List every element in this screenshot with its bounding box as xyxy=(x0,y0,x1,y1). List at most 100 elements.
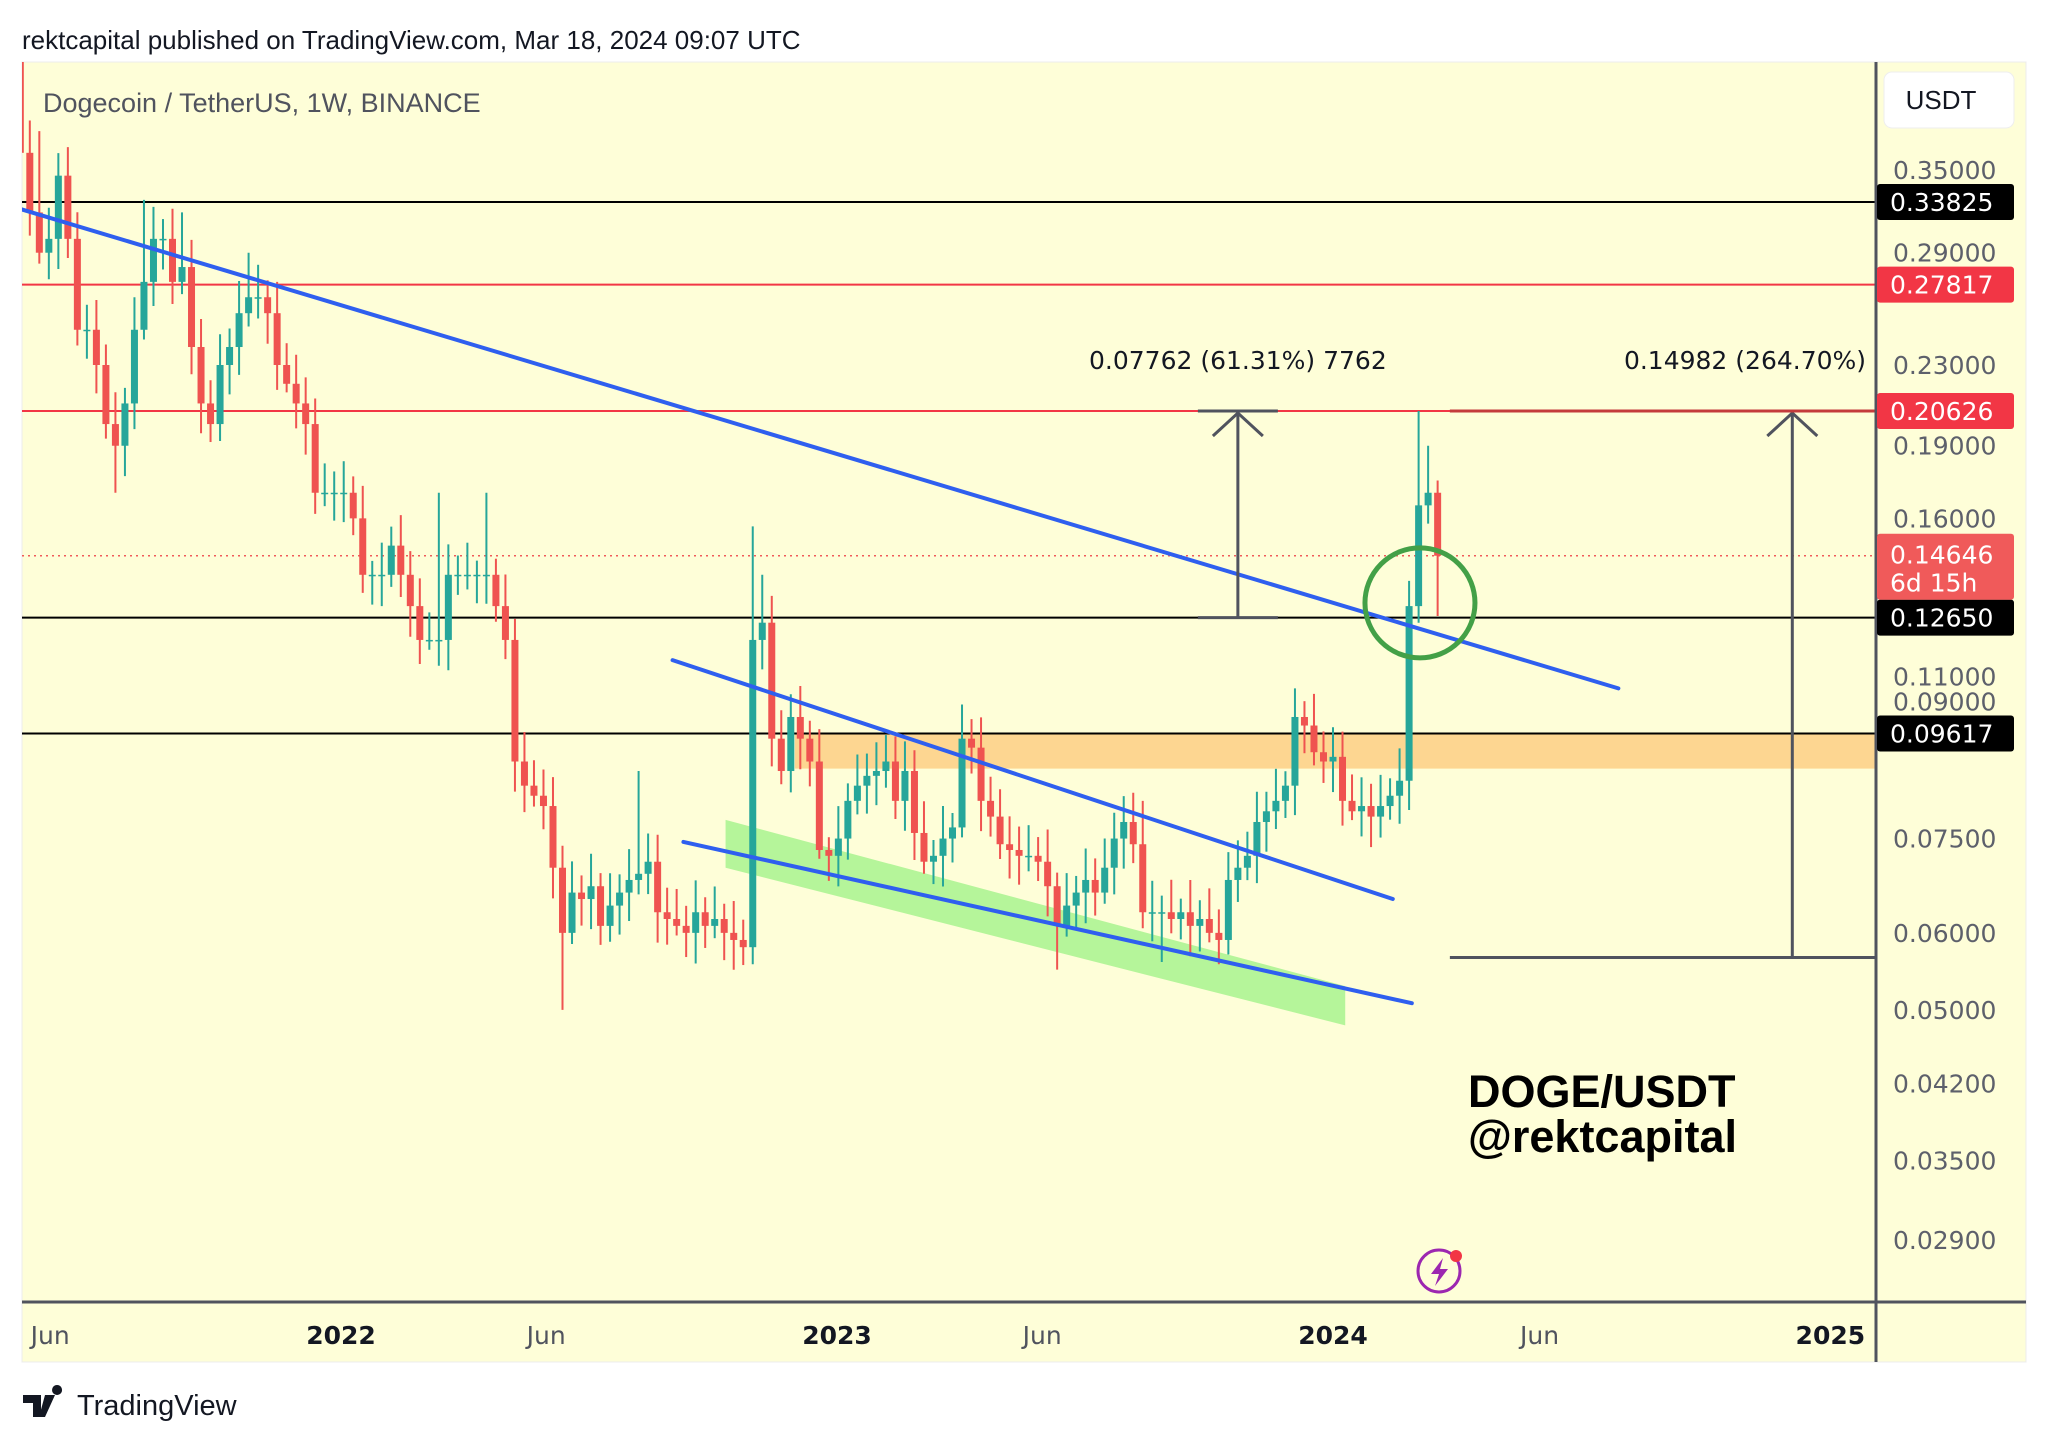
candle[interactable] xyxy=(73,212,81,346)
candle[interactable] xyxy=(473,560,481,604)
candle[interactable] xyxy=(559,845,567,1010)
candle[interactable] xyxy=(1396,748,1404,824)
candle[interactable] xyxy=(292,354,300,429)
candle[interactable] xyxy=(387,526,395,587)
candle[interactable] xyxy=(1025,825,1033,872)
candle[interactable] xyxy=(1129,792,1137,864)
trendline-1[interactable] xyxy=(20,207,1621,691)
candle[interactable] xyxy=(482,492,490,604)
candle[interactable] xyxy=(844,783,852,860)
candle[interactable] xyxy=(45,207,53,280)
candle[interactable] xyxy=(796,686,804,770)
candle[interactable] xyxy=(1348,774,1356,821)
trendline-3[interactable] xyxy=(681,839,1414,1006)
candle[interactable] xyxy=(130,297,138,430)
candle[interactable] xyxy=(663,887,671,945)
candle[interactable] xyxy=(1091,858,1099,916)
candle[interactable] xyxy=(1405,580,1413,811)
candle[interactable] xyxy=(968,719,976,774)
candle[interactable] xyxy=(416,578,424,664)
candle[interactable] xyxy=(92,300,100,394)
candle[interactable] xyxy=(406,551,414,637)
candle[interactable] xyxy=(64,147,72,258)
price-range-measure-2[interactable] xyxy=(1449,409,1876,960)
candle[interactable] xyxy=(1386,778,1394,820)
trendline-2[interactable] xyxy=(670,658,1395,902)
candle[interactable] xyxy=(758,574,766,670)
candle[interactable] xyxy=(853,754,861,815)
candle[interactable] xyxy=(1377,774,1385,838)
candle[interactable] xyxy=(54,153,62,269)
candle[interactable] xyxy=(111,392,119,493)
candle[interactable] xyxy=(1101,838,1109,904)
candle[interactable] xyxy=(463,542,471,590)
candle[interactable] xyxy=(140,199,148,340)
candle[interactable] xyxy=(996,789,1004,859)
candle[interactable] xyxy=(1234,840,1242,902)
tradingview-logo[interactable]: TradingView xyxy=(23,1385,238,1422)
candle[interactable] xyxy=(1186,880,1194,957)
candle[interactable] xyxy=(768,595,776,767)
candle[interactable] xyxy=(1015,826,1023,885)
chart-pane[interactable] xyxy=(21,61,2027,1363)
candle[interactable] xyxy=(749,526,757,965)
candle[interactable] xyxy=(1082,848,1090,924)
candle[interactable] xyxy=(1319,731,1327,783)
candle[interactable] xyxy=(863,753,871,814)
candle[interactable] xyxy=(549,777,557,899)
currency-button[interactable]: USDT xyxy=(1883,71,2015,129)
candle[interactable] xyxy=(568,861,576,944)
candle[interactable] xyxy=(273,281,281,390)
candle[interactable] xyxy=(102,344,110,439)
candle[interactable] xyxy=(616,874,624,935)
candle[interactable] xyxy=(1424,445,1432,524)
candle[interactable] xyxy=(1358,777,1366,837)
candle[interactable] xyxy=(1329,727,1337,793)
candle[interactable] xyxy=(1243,831,1251,881)
price-axis[interactable]: 0.35000 0.29000 0.23000 0.19000 0.16000 0.110… xyxy=(1893,156,1996,1255)
candle[interactable] xyxy=(1006,816,1014,879)
candle[interactable] xyxy=(815,729,823,859)
candle[interactable] xyxy=(83,304,91,359)
candle[interactable] xyxy=(302,377,310,455)
price-range-measure-1[interactable] xyxy=(1197,409,1278,620)
candle[interactable] xyxy=(264,280,272,344)
candle[interactable] xyxy=(987,776,995,837)
candle[interactable] xyxy=(511,618,519,792)
candle[interactable] xyxy=(1044,829,1052,917)
candle[interactable] xyxy=(425,612,433,650)
candle[interactable] xyxy=(444,544,452,671)
candle[interactable] xyxy=(806,720,814,787)
candle[interactable] xyxy=(872,742,880,806)
candle[interactable] xyxy=(226,328,234,395)
candle[interactable] xyxy=(1339,731,1347,826)
candle[interactable] xyxy=(1291,688,1299,816)
candle[interactable] xyxy=(1281,771,1289,818)
candle[interactable] xyxy=(321,463,329,507)
candle[interactable] xyxy=(701,897,709,948)
candle[interactable] xyxy=(834,806,842,887)
candle[interactable] xyxy=(673,888,681,936)
candle[interactable] xyxy=(216,334,224,441)
candle[interactable] xyxy=(149,206,157,306)
candle[interactable] xyxy=(1158,895,1166,963)
candle[interactable] xyxy=(910,750,918,861)
candle[interactable] xyxy=(539,769,547,830)
candle[interactable] xyxy=(1367,783,1375,848)
candle[interactable] xyxy=(901,741,909,831)
candle[interactable] xyxy=(644,833,652,895)
candle[interactable] xyxy=(1196,900,1204,952)
candle[interactable] xyxy=(235,280,243,375)
candle[interactable] xyxy=(121,387,129,477)
candle[interactable] xyxy=(1215,909,1223,965)
breakout-highlight-circle[interactable] xyxy=(1362,545,1478,661)
candle[interactable] xyxy=(1167,879,1175,934)
candle[interactable] xyxy=(378,542,386,607)
candle[interactable] xyxy=(368,560,376,605)
candle[interactable] xyxy=(711,886,719,939)
candle[interactable] xyxy=(1177,898,1185,940)
candle[interactable] xyxy=(958,704,966,838)
candle[interactable] xyxy=(1205,888,1213,943)
candle[interactable] xyxy=(501,574,509,660)
candle[interactable] xyxy=(1072,875,1080,929)
